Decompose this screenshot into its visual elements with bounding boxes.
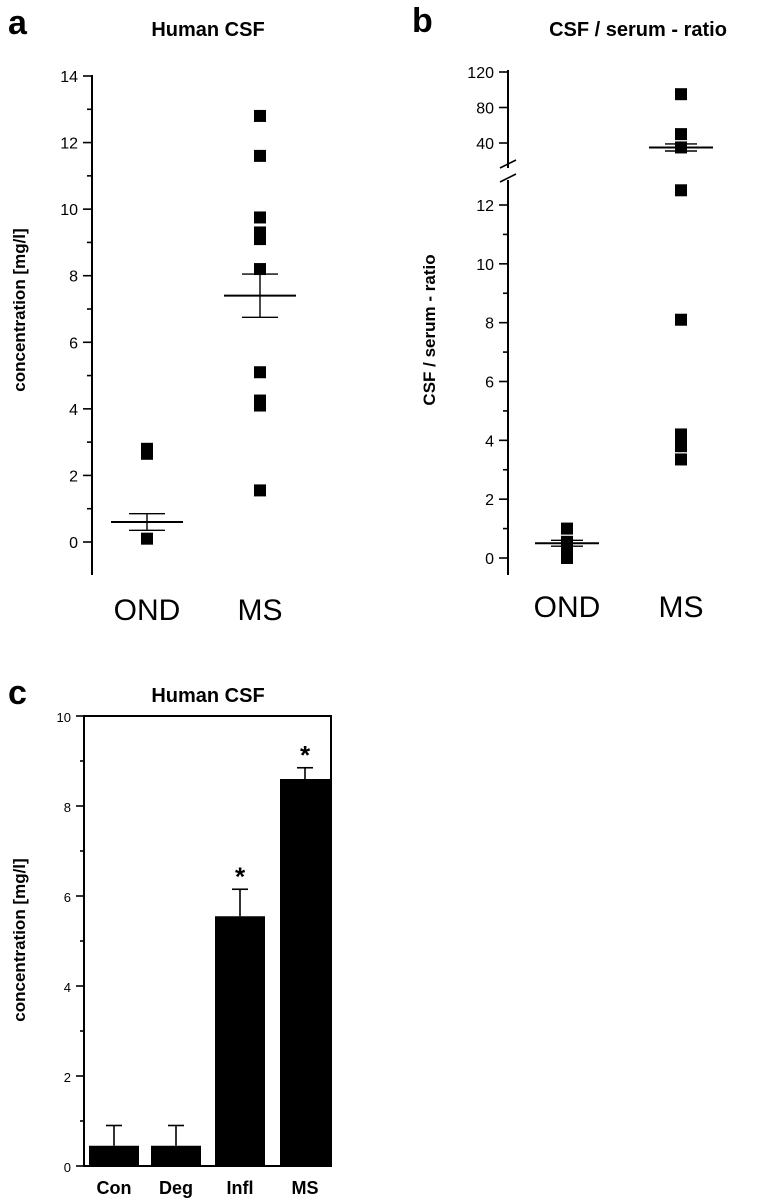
axis-break-mark [499,173,517,183]
data-point [675,184,687,197]
panel-c-categories: Con Deg Infl MS [97,1178,319,1198]
y-tick-label: 0 [485,551,494,568]
data-point [675,128,687,141]
axis-break-mark [499,159,517,169]
panel-a-ylabel: concentration [mg/l] [10,228,29,391]
y-tick-label: 0 [64,1160,71,1175]
y-tick-label: 8 [485,316,494,333]
panel-b: b CSF / serum - ratio CSF / serum - rati… [412,2,727,624]
y-tick-label: 8 [69,269,78,286]
y-tick-label: 80 [476,101,494,118]
panel-b-title: CSF / serum - ratio [549,19,727,41]
data-point [561,541,573,554]
y-tick-label: 6 [485,375,494,392]
panel-a-letter: a [8,4,28,42]
category-label: MS [292,1178,319,1198]
data-point [141,447,153,460]
category-label: Con [97,1178,132,1198]
category-label: Infl [227,1178,254,1198]
data-point [254,484,266,497]
category-label: OND [534,591,601,624]
data-point [254,233,266,246]
panel-c-ylabel: concentration [mg/l] [10,858,29,1021]
panel-c-title: Human CSF [151,685,264,707]
panel-b-categories: OND MS [534,591,704,624]
data-point [254,399,266,412]
y-tick-label: 4 [485,433,494,450]
y-tick-label: 4 [69,402,78,419]
panel-c-letter: c [8,674,27,712]
panel-b-ylabel: CSF / serum - ratio [420,254,439,405]
y-tick-label: 6 [69,335,78,352]
category-label: MS [659,591,704,624]
data-point [254,149,266,162]
y-tick-label: 2 [485,492,494,509]
data-point [675,313,687,326]
category-label: MS [238,594,283,627]
bar [89,1145,139,1166]
data-point [675,88,687,101]
data-point [561,522,573,535]
panel-b-yaxis: 40 80 120 0 2 4 6 8 10 12 [467,65,517,575]
y-tick-label: 10 [476,257,494,274]
y-tick-label: 6 [64,890,71,905]
panel-c-plot: ** [89,740,330,1166]
y-tick-label: 12 [476,198,494,215]
data-point [254,263,266,276]
panel-c-yaxis: 0 2 4 6 8 10 [57,710,332,1175]
category-label: Deg [159,1178,193,1198]
data-point [675,453,687,466]
y-tick-label: 0 [69,535,78,552]
y-tick-label: 8 [64,800,71,815]
y-tick-label: 12 [60,136,78,153]
bar [215,916,265,1166]
data-point [254,211,266,224]
significance-marker: * [300,740,311,770]
data-point [141,532,153,545]
y-tick-label: 10 [57,710,71,725]
y-tick-label: 14 [60,69,78,86]
data-point [675,440,687,453]
category-label: OND [114,594,181,627]
panel-a-categories: OND MS [114,594,283,627]
panel-a-yaxis: 0 2 4 6 8 10 12 14 [60,69,93,575]
panel-a-plot [111,109,296,545]
data-point [254,366,266,379]
panel-a: a Human CSF concentration [mg/l] 0 2 4 6 8 10… [8,4,296,627]
significance-marker: * [235,861,246,891]
bar [151,1145,201,1166]
bar [280,779,330,1166]
panel-a-title: Human CSF [151,19,264,41]
y-tick-label: 10 [60,202,78,219]
panel-b-plot [535,88,713,564]
y-tick-label: 2 [64,1070,71,1085]
data-point [561,552,573,564]
y-tick-label: 2 [69,468,78,485]
y-tick-label: 40 [476,136,494,153]
data-point [254,109,266,122]
y-tick-label: 120 [467,65,494,82]
panel-c: c Human CSF concentration [mg/l] 0 2 4 6 8 10… [8,674,332,1198]
y-tick-label: 4 [64,980,71,995]
panel-b-letter: b [412,2,433,40]
